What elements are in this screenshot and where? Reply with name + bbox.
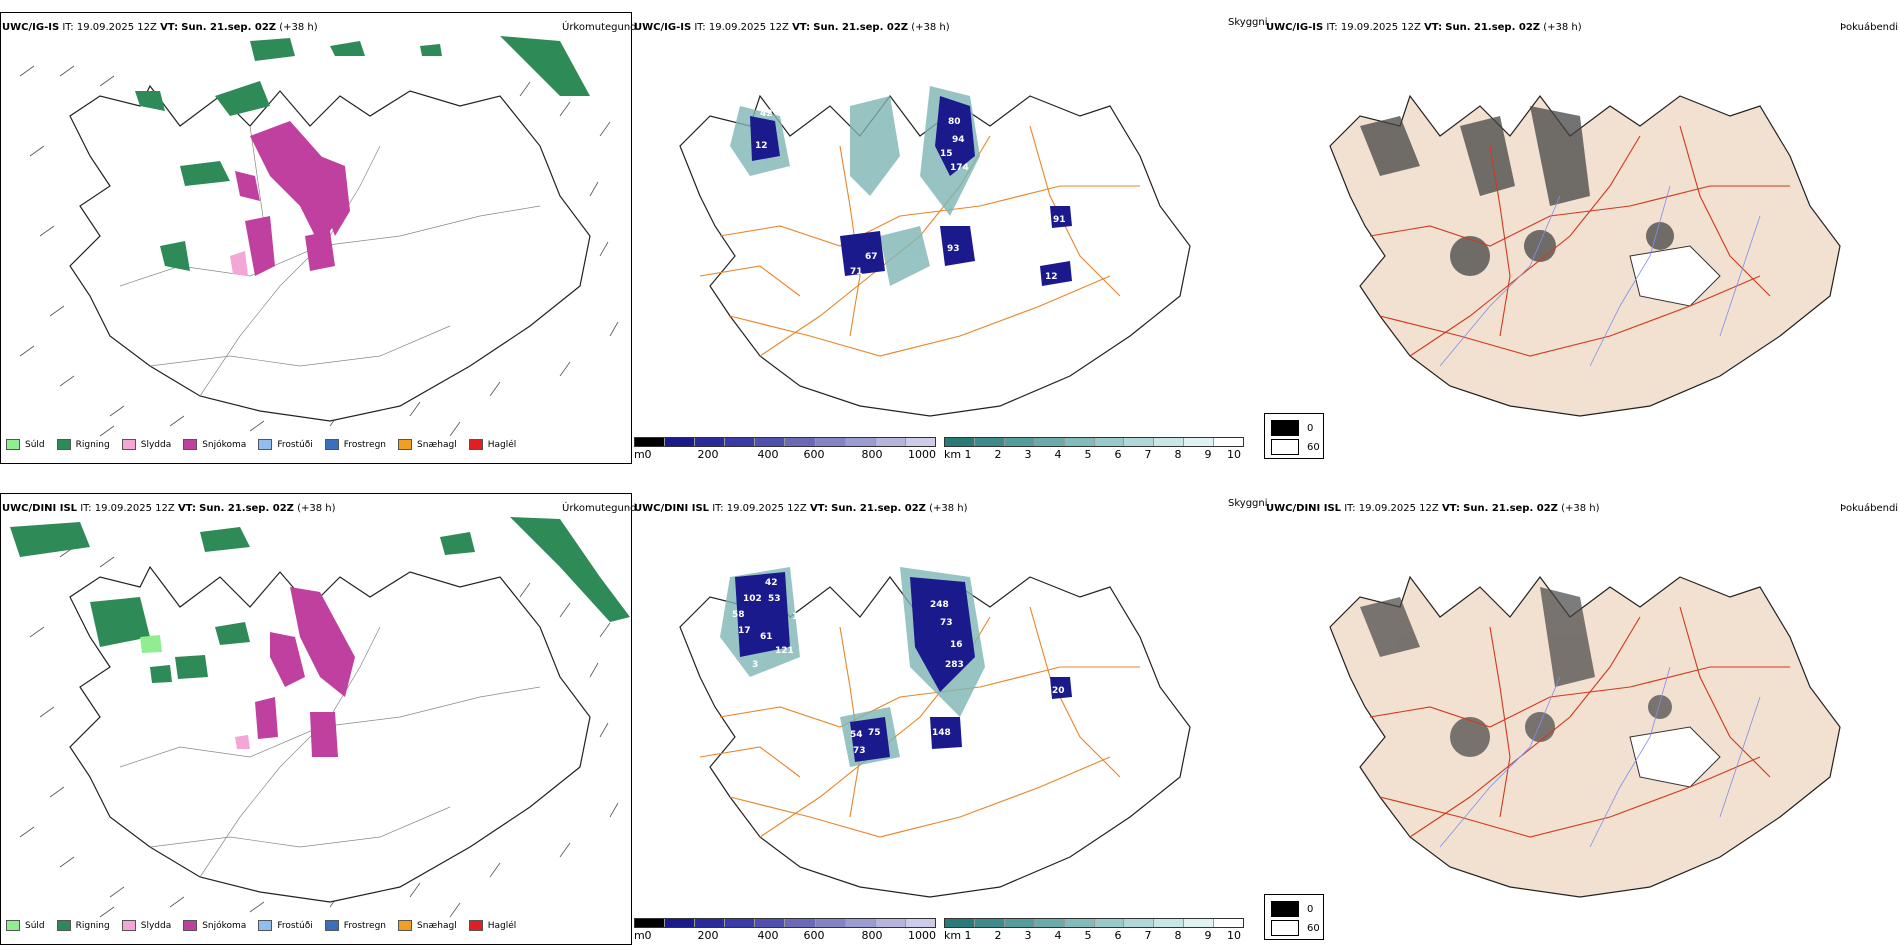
ceiling-label: 283 xyxy=(945,660,964,670)
ceiling-label: 3 xyxy=(752,660,758,670)
ceiling-label: 75 xyxy=(868,728,881,738)
legend-item: Frostregn xyxy=(324,439,386,450)
ceiling-label: 80 xyxy=(948,117,961,127)
precip-legend-top: Súld Rigning Slydda Snjókoma Frostúði Fr… xyxy=(6,439,528,450)
cloud-title-bottom: Skyggni xyxy=(1228,498,1268,509)
cloud-title-top: Skyggni xyxy=(1228,17,1268,28)
precip-panel-frame-bottom xyxy=(0,493,632,945)
ceiling-label: 93 xyxy=(947,244,960,254)
ceiling-label: 12 xyxy=(1045,272,1058,282)
ceiling-label: 61 xyxy=(760,632,773,642)
legend-item: Haglél xyxy=(468,920,516,931)
precip-legend-bottom: Súld Rigning Slydda Snjókoma Frostúði Fr… xyxy=(6,920,528,931)
ceiling-label: 185 xyxy=(792,612,811,622)
header-fog-bottom: UWC/DINI ISL IT: 19.09.2025 12Z VT: Sun.… xyxy=(1266,503,1600,514)
ceiling-label: 94 xyxy=(952,135,965,145)
precip-title-bottom: Úrkomutegund xyxy=(562,503,637,514)
ceiling-label: 15 xyxy=(940,149,953,159)
ceiling-label: 12 xyxy=(1035,229,1048,239)
header-cloud-top: UWC/IG-IS IT: 19.09.2025 12Z VT: Sun. 21… xyxy=(634,22,950,33)
legend-item: Súld xyxy=(6,439,45,450)
legend-item: Haglél xyxy=(468,439,516,450)
model-name: UWC/IG-IS xyxy=(2,22,60,33)
legend-item: Slydda xyxy=(121,439,171,450)
legend-item: Snjókoma xyxy=(183,920,246,931)
ceiling-colorbar-bottom: m 0 200 400 600 800 1000 xyxy=(634,918,936,942)
cloud-map-bottom: 42 53 102 58 17 61 121 3 185 73 16 283 2… xyxy=(679,567,1191,898)
legend-item: Snæhagl xyxy=(398,920,457,931)
ceiling-label: 67 xyxy=(865,252,878,262)
precip-map-top xyxy=(19,36,619,437)
fog-legend-top: 0 60 xyxy=(1264,413,1324,459)
fog-map-bottom xyxy=(1329,575,1841,898)
ceiling-label: 71 xyxy=(850,267,863,277)
legend-item: Rigning xyxy=(56,920,110,931)
legend-item: Frostúði xyxy=(258,920,313,931)
ceiling-label: 73 xyxy=(940,618,953,628)
legend-item: Frostregn xyxy=(324,920,386,931)
legend-item: Snjókoma xyxy=(183,439,246,450)
ceiling-label: 20 xyxy=(1052,686,1065,696)
ceiling-label: 174 xyxy=(950,163,969,173)
ceiling-label: 16 xyxy=(950,640,963,650)
ceiling-label: 73 xyxy=(853,746,866,756)
legend-item: Frostúði xyxy=(258,439,313,450)
ceiling-label: 54 xyxy=(850,730,863,740)
ceiling-label: 121 xyxy=(775,646,794,656)
header-fog-top: UWC/IG-IS IT: 19.09.2025 12Z VT: Sun. 21… xyxy=(1266,22,1582,33)
ceiling-label: 53 xyxy=(768,594,781,604)
ceiling-label: 248 xyxy=(930,600,949,610)
fog-legend-bottom: 0 60 xyxy=(1264,894,1324,940)
legend-item: Súld xyxy=(6,920,45,931)
precip-title-top: Úrkomutegund xyxy=(562,22,637,33)
ceiling-label: 42 xyxy=(765,578,778,588)
legend-item: Snæhagl xyxy=(398,439,457,450)
visibility-colorbar-bottom: km 1 2 3 4 5 6 7 8 9 10 xyxy=(944,918,1244,942)
fog-map-top xyxy=(1329,94,1841,417)
ceiling-label: 12 xyxy=(755,141,768,151)
visibility-colorbar-top: km 1 2 3 4 5 6 7 8 9 10 xyxy=(944,437,1244,461)
ceiling-label: 91 xyxy=(1053,215,1066,225)
precip-map-bottom xyxy=(10,517,630,918)
ceiling-label: 148 xyxy=(932,728,951,738)
header-cloud-bottom: UWC/DINI ISL IT: 19.09.2025 12Z VT: Sun.… xyxy=(634,503,968,514)
ceiling-colorbar-top: m 0 200 400 600 800 1000 xyxy=(634,437,936,461)
fog-title-bottom: Þokuábendi xyxy=(1840,503,1899,514)
ceiling-label: 42 xyxy=(760,109,773,119)
cloud-map-top: 12 80 94 15 174 67 71 93 91 12 12 42 xyxy=(679,86,1191,417)
ceiling-label: 58 xyxy=(732,610,745,620)
ceiling-label: 102 xyxy=(743,594,762,604)
precip-panel-frame-top xyxy=(0,12,632,464)
legend-item: Rigning xyxy=(56,439,110,450)
ceiling-label: 17 xyxy=(738,626,751,636)
fog-title-top: Þokuábendi xyxy=(1840,22,1899,33)
header-precip-bottom: UWC/DINI ISL IT: 19.09.2025 12Z VT: Sun.… xyxy=(2,503,336,514)
header-precip-top: UWC/IG-IS IT: 19.09.2025 12Z VT: Sun. 21… xyxy=(2,22,318,33)
legend-item: Slydda xyxy=(121,920,171,931)
